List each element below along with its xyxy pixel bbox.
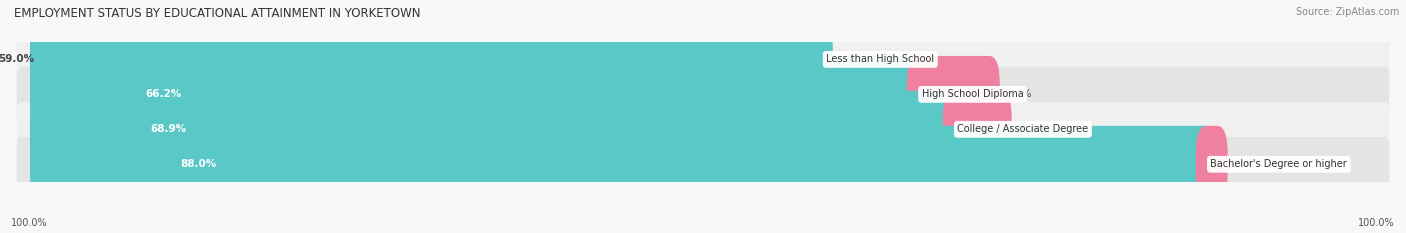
FancyBboxPatch shape (17, 102, 1389, 157)
Text: 59.0%: 59.0% (0, 55, 34, 64)
FancyBboxPatch shape (30, 126, 1218, 203)
Text: 5.4%: 5.4% (1005, 89, 1032, 99)
FancyBboxPatch shape (17, 32, 1389, 87)
Text: 0.8%: 0.8% (1233, 159, 1260, 169)
FancyBboxPatch shape (30, 21, 832, 98)
Text: High School Diploma: High School Diploma (921, 89, 1024, 99)
FancyBboxPatch shape (30, 56, 928, 133)
Text: 68.9%: 68.9% (150, 124, 186, 134)
FancyBboxPatch shape (30, 91, 965, 168)
FancyBboxPatch shape (17, 137, 1389, 192)
Text: Source: ZipAtlas.com: Source: ZipAtlas.com (1295, 7, 1399, 17)
Text: Less than High School: Less than High School (827, 55, 935, 64)
Text: 3.6%: 3.6% (1017, 124, 1043, 134)
Text: 66.2%: 66.2% (146, 89, 181, 99)
FancyBboxPatch shape (943, 91, 1012, 168)
Text: 0.0%: 0.0% (838, 55, 865, 64)
FancyBboxPatch shape (1197, 126, 1227, 203)
Text: College / Associate Degree: College / Associate Degree (957, 124, 1088, 134)
Text: 88.0%: 88.0% (180, 159, 217, 169)
FancyBboxPatch shape (907, 56, 1000, 133)
Text: 100.0%: 100.0% (1358, 218, 1395, 228)
Text: Bachelor's Degree or higher: Bachelor's Degree or higher (1211, 159, 1347, 169)
FancyBboxPatch shape (17, 67, 1389, 122)
Text: EMPLOYMENT STATUS BY EDUCATIONAL ATTAINMENT IN YORKETOWN: EMPLOYMENT STATUS BY EDUCATIONAL ATTAINM… (14, 7, 420, 20)
Text: 100.0%: 100.0% (11, 218, 48, 228)
